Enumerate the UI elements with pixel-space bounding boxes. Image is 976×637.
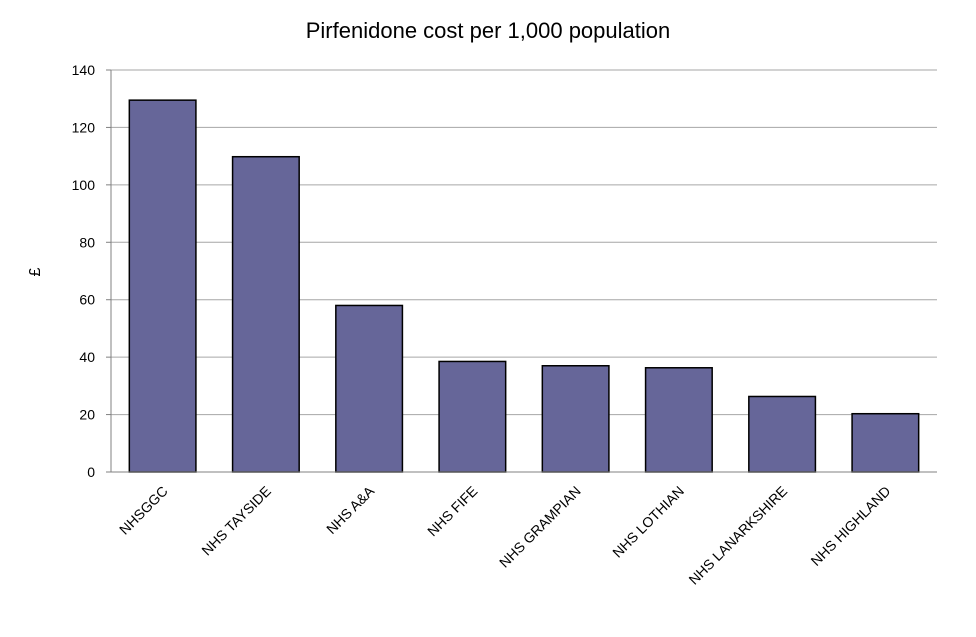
bar: [644, 367, 713, 473]
x-category-label: NHS GRAMPIAN: [496, 483, 584, 571]
chart-title: Pirfenidone cost per 1,000 population: [306, 18, 670, 43]
x-category-label: NHS A&A: [323, 482, 378, 537]
y-tick-label: 120: [72, 119, 96, 135]
y-axis-label: £: [27, 267, 44, 276]
y-tick-label: 60: [79, 292, 95, 308]
bar: [128, 99, 197, 473]
y-tick-label: 100: [72, 177, 96, 193]
y-tick-label: 0: [87, 464, 95, 480]
y-tick-label: 80: [79, 234, 95, 250]
x-category-label: NHS LANARKSHIRE: [685, 483, 790, 588]
bars: [128, 99, 920, 473]
bar: [438, 360, 507, 473]
y-axis-ticks: 0 20 40 60 80 100 120 140: [72, 62, 111, 480]
y-tick-label: 140: [72, 62, 96, 78]
bar: [231, 155, 300, 473]
bar: [851, 412, 920, 473]
bar: [541, 365, 610, 473]
x-category-label: NHS HIGHLAND: [807, 483, 893, 569]
bar: [748, 395, 817, 473]
x-category-label: NHS FIFE: [424, 483, 480, 539]
x-category-label: NHS LOTHIAN: [609, 483, 687, 561]
x-category-label: NHS TAYSIDE: [198, 483, 274, 559]
y-tick-label: 40: [79, 349, 95, 365]
bar: [335, 304, 404, 473]
x-category-label: NHSGGC: [116, 483, 171, 538]
y-tick-label: 20: [79, 407, 95, 423]
x-axis-labels: NHSGGC NHS TAYSIDE NHS A&A NHS FIFE NHS GRAM…: [116, 482, 894, 587]
